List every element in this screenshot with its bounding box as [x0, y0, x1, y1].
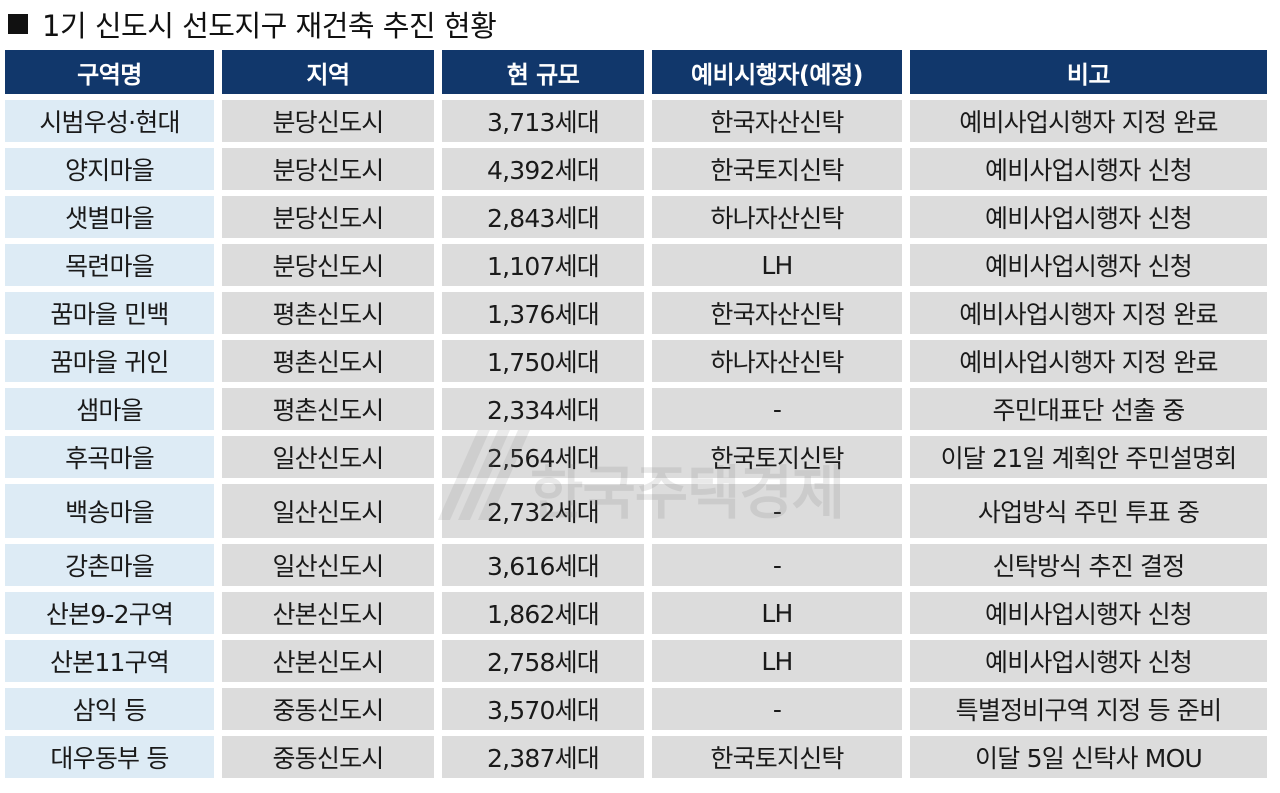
cell-zone-name: 샘마을 [5, 388, 214, 430]
table-row: 시범우성·현대 분당신도시 3,713세대 한국자산신탁 예비사업시행자 지정 … [5, 100, 1267, 142]
cell-size: 2,387세대 [442, 736, 644, 778]
cell-remarks: 예비사업시행자 신청 [910, 640, 1267, 682]
status-table: 구역명 지역 현 규모 예비시행자(예정) 비고 시범우성·현대 분당신도시 3… [0, 44, 1275, 784]
cell-developer: - [652, 484, 902, 538]
cell-zone-name: 꿈마을 민백 [5, 292, 214, 334]
cell-remarks: 특별정비구역 지정 등 준비 [910, 688, 1267, 730]
table-row: 삼익 등 중동신도시 3,570세대 - 특별정비구역 지정 등 준비 [5, 688, 1267, 730]
table-row: 샘마을 평촌신도시 2,334세대 - 주민대표단 선출 중 [5, 388, 1267, 430]
cell-remarks: 이달 5일 신탁사 MOU [910, 736, 1267, 778]
cell-remarks: 예비사업시행자 지정 완료 [910, 340, 1267, 382]
cell-developer: 하나자산신탁 [652, 196, 902, 238]
cell-region: 분당신도시 [222, 100, 434, 142]
header-region: 지역 [222, 50, 434, 94]
status-table-container: 구역명 지역 현 규모 예비시행자(예정) 비고 시범우성·현대 분당신도시 3… [5, 50, 1275, 778]
cell-zone-name: 산본11구역 [5, 640, 214, 682]
cell-size: 1,750세대 [442, 340, 644, 382]
cell-region: 일산신도시 [222, 436, 434, 478]
cell-region: 평촌신도시 [222, 388, 434, 430]
cell-region: 분당신도시 [222, 244, 434, 286]
cell-region: 일산신도시 [222, 544, 434, 586]
cell-zone-name: 시범우성·현대 [5, 100, 214, 142]
cell-size: 2,843세대 [442, 196, 644, 238]
table-row: 양지마을 분당신도시 4,392세대 한국토지신탁 예비사업시행자 신청 [5, 148, 1267, 190]
cell-region: 평촌신도시 [222, 340, 434, 382]
cell-zone-name: 산본9-2구역 [5, 592, 214, 634]
page-title: 1기 신도시 선도지구 재건축 추진 현황 [42, 9, 497, 43]
table-row: 목련마을 분당신도시 1,107세대 LH 예비사업시행자 신청 [5, 244, 1267, 286]
cell-remarks: 예비사업시행자 지정 완료 [910, 100, 1267, 142]
table-header-row: 구역명 지역 현 규모 예비시행자(예정) 비고 [5, 50, 1267, 94]
cell-remarks: 이달 21일 계획안 주민설명회 [910, 436, 1267, 478]
header-current-size: 현 규모 [442, 50, 644, 94]
cell-developer: - [652, 544, 902, 586]
cell-size: 1,107세대 [442, 244, 644, 286]
square-bullet-icon [8, 14, 28, 34]
cell-region: 산본신도시 [222, 592, 434, 634]
cell-developer: - [652, 388, 902, 430]
cell-developer: LH [652, 592, 902, 634]
cell-size: 4,392세대 [442, 148, 644, 190]
cell-region: 중동신도시 [222, 688, 434, 730]
table-row: 산본11구역 산본신도시 2,758세대 LH 예비사업시행자 신청 [5, 640, 1267, 682]
cell-region: 일산신도시 [222, 484, 434, 538]
cell-remarks: 예비사업시행자 신청 [910, 244, 1267, 286]
cell-remarks: 신탁방식 추진 결정 [910, 544, 1267, 586]
cell-developer: - [652, 688, 902, 730]
table-row: 후곡마을 일산신도시 2,564세대 한국토지신탁 이달 21일 계획안 주민설… [5, 436, 1267, 478]
cell-developer: 한국토지신탁 [652, 736, 902, 778]
cell-region: 분당신도시 [222, 196, 434, 238]
cell-developer: 한국자산신탁 [652, 100, 902, 142]
cell-region: 중동신도시 [222, 736, 434, 778]
cell-zone-name: 대우동부 등 [5, 736, 214, 778]
cell-zone-name: 꿈마을 귀인 [5, 340, 214, 382]
cell-zone-name: 양지마을 [5, 148, 214, 190]
table-row: 샛별마을 분당신도시 2,843세대 하나자산신탁 예비사업시행자 신청 [5, 196, 1267, 238]
table-row: 산본9-2구역 산본신도시 1,862세대 LH 예비사업시행자 신청 [5, 592, 1267, 634]
cell-developer: LH [652, 640, 902, 682]
table-row: 대우동부 등 중동신도시 2,387세대 한국토지신탁 이달 5일 신탁사 MO… [5, 736, 1267, 778]
cell-zone-name: 샛별마을 [5, 196, 214, 238]
cell-developer: LH [652, 244, 902, 286]
header-developer: 예비시행자(예정) [652, 50, 902, 94]
cell-remarks: 주민대표단 선출 중 [910, 388, 1267, 430]
cell-size: 2,732세대 [442, 484, 644, 538]
cell-remarks: 예비사업시행자 신청 [910, 148, 1267, 190]
cell-developer: 한국자산신탁 [652, 292, 902, 334]
cell-developer: 한국토지신탁 [652, 436, 902, 478]
cell-size: 3,713세대 [442, 100, 644, 142]
table-row: 백송마을 일산신도시 2,732세대 - 사업방식 주민 투표 중 [5, 484, 1267, 538]
header-remarks: 비고 [910, 50, 1267, 94]
cell-developer: 한국토지신탁 [652, 148, 902, 190]
cell-size: 2,564세대 [442, 436, 644, 478]
cell-developer: 하나자산신탁 [652, 340, 902, 382]
cell-size: 1,376세대 [442, 292, 644, 334]
cell-zone-name: 백송마을 [5, 484, 214, 538]
table-row: 꿈마을 민백 평촌신도시 1,376세대 한국자산신탁 예비사업시행자 지정 완… [5, 292, 1267, 334]
cell-zone-name: 강촌마을 [5, 544, 214, 586]
cell-remarks: 예비사업시행자 신청 [910, 196, 1267, 238]
table-row: 강촌마을 일산신도시 3,616세대 - 신탁방식 추진 결정 [5, 544, 1267, 586]
cell-region: 산본신도시 [222, 640, 434, 682]
header-zone-name: 구역명 [5, 50, 214, 94]
page-title-bar: 1기 신도시 선도지구 재건축 추진 현황 [6, 2, 497, 46]
cell-zone-name: 삼익 등 [5, 688, 214, 730]
cell-zone-name: 후곡마을 [5, 436, 214, 478]
cell-remarks: 사업방식 주민 투표 중 [910, 484, 1267, 538]
cell-remarks: 예비사업시행자 신청 [910, 592, 1267, 634]
cell-zone-name: 목련마을 [5, 244, 214, 286]
cell-region: 평촌신도시 [222, 292, 434, 334]
table-row: 꿈마을 귀인 평촌신도시 1,750세대 하나자산신탁 예비사업시행자 지정 완… [5, 340, 1267, 382]
cell-size: 2,334세대 [442, 388, 644, 430]
cell-size: 3,616세대 [442, 544, 644, 586]
cell-remarks: 예비사업시행자 지정 완료 [910, 292, 1267, 334]
cell-size: 2,758세대 [442, 640, 644, 682]
cell-region: 분당신도시 [222, 148, 434, 190]
cell-size: 3,570세대 [442, 688, 644, 730]
cell-size: 1,862세대 [442, 592, 644, 634]
